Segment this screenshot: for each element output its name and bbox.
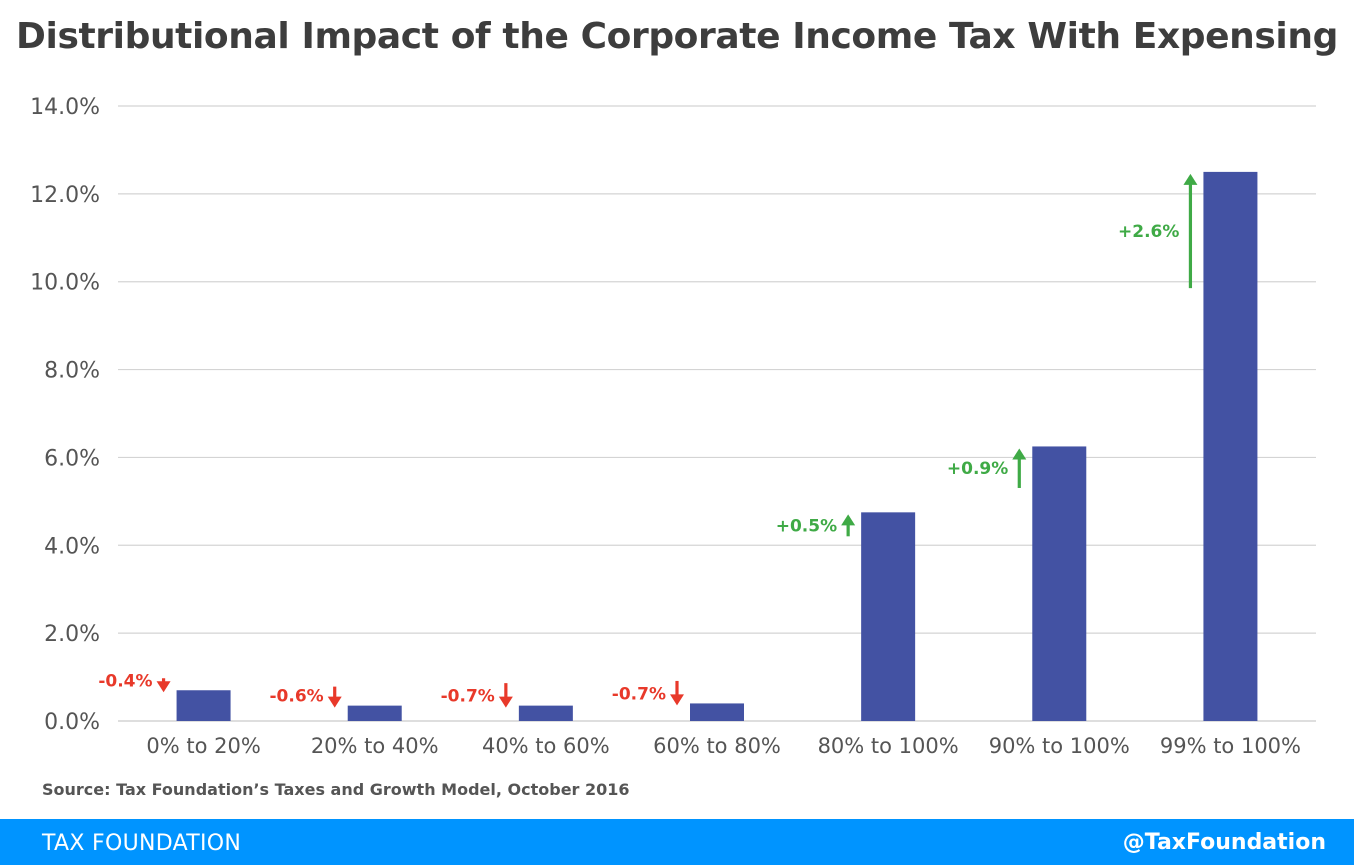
bar bbox=[347, 705, 402, 721]
change-arrowhead bbox=[670, 694, 684, 706]
x-tick-label: 90% to 100% bbox=[989, 734, 1130, 758]
change-label: -0.4% bbox=[98, 671, 152, 691]
footer-bar: TAX FOUNDATION @TaxFoundation bbox=[0, 819, 1354, 865]
change-arrowhead bbox=[1012, 448, 1027, 460]
x-tick-label: 99% to 100% bbox=[1160, 734, 1301, 758]
change-label: +0.9% bbox=[947, 459, 1008, 479]
y-tick-label: 14.0% bbox=[30, 95, 100, 120]
change-label: -0.7% bbox=[441, 687, 495, 707]
change-label: +0.5% bbox=[776, 516, 837, 536]
y-tick-label: 8.0% bbox=[44, 359, 100, 384]
footer-brand: TAX FOUNDATION bbox=[42, 831, 242, 856]
y-tick-label: 12.0% bbox=[30, 183, 100, 208]
change-label: -0.6% bbox=[269, 687, 323, 707]
y-tick-label: 0.0% bbox=[44, 710, 100, 735]
change-label: -0.7% bbox=[612, 684, 666, 704]
y-tick-label: 4.0% bbox=[44, 534, 100, 559]
bar bbox=[1203, 171, 1258, 722]
x-tick-label: 0% to 20% bbox=[146, 734, 260, 758]
chart-title: Distributional Impact of the Corporate I… bbox=[16, 16, 1338, 57]
x-tick-label: 20% to 40% bbox=[311, 734, 439, 758]
change-arrowhead bbox=[156, 681, 171, 693]
x-tick-label: 80% to 100% bbox=[818, 734, 959, 758]
bar bbox=[861, 512, 916, 721]
y-tick-label: 10.0% bbox=[30, 271, 100, 296]
source-note: Source: Tax Foundation’s Taxes and Growt… bbox=[42, 780, 630, 799]
change-arrowhead bbox=[841, 514, 856, 526]
change-arrowhead bbox=[1183, 173, 1198, 185]
bar bbox=[690, 703, 744, 721]
y-tick-label: 2.0% bbox=[44, 622, 100, 647]
change-arrowhead bbox=[498, 696, 513, 708]
bar bbox=[1032, 446, 1087, 721]
bar bbox=[518, 705, 573, 721]
bar bbox=[176, 690, 231, 721]
change-label: +2.6% bbox=[1118, 222, 1179, 242]
y-tick-label: 6.0% bbox=[44, 446, 100, 471]
footer-handle: @TaxFoundation bbox=[1122, 830, 1326, 855]
x-tick-label: 60% to 80% bbox=[653, 734, 781, 758]
bar-chart: 0.0% 2.0% 4.0% 6.0% 8.0% 10.0% 12.0% 14.0% 0% to… bbox=[30, 95, 1316, 758]
change-arrowhead bbox=[327, 696, 342, 708]
x-tick-label: 40% to 60% bbox=[482, 734, 610, 758]
